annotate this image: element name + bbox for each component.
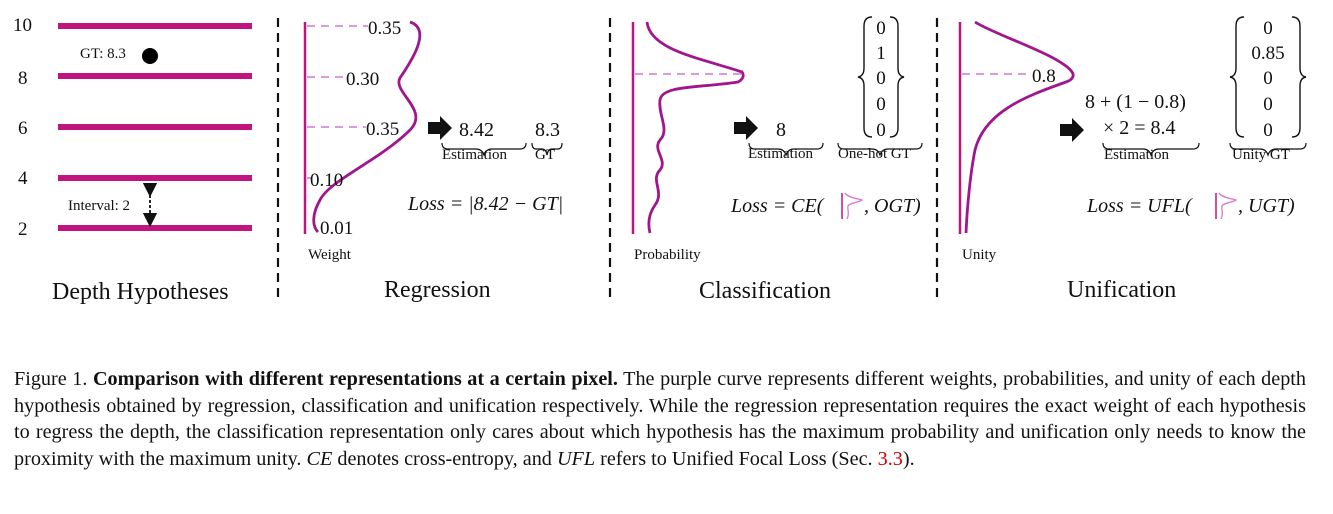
caption-bold-title: Comparison with different representation… [92, 368, 618, 390]
interval-label: Interval: 2 [68, 198, 130, 214]
classification-gt-brace [837, 142, 923, 157]
regression-gt-brace [531, 142, 563, 156]
classification-vector-0: 0 [876, 18, 886, 39]
caption-section-link[interactable]: 3.3 [877, 447, 903, 470]
hypothesis-bar-4 [58, 175, 252, 181]
unification-vector-1: 0.85 [1251, 43, 1284, 64]
unification-loss-prefix: Loss = UFL( [1086, 195, 1193, 217]
unification-vector-4: 0 [1263, 120, 1273, 141]
unification-arrow-icon [1060, 118, 1084, 142]
unification-unity-curve [964, 20, 1075, 234]
depth-tick-4: 4 [18, 168, 28, 189]
depth-hypotheses-panel: 10 8 6 4 2 GT: 8.3 Interval: 2 Depth Hyp… [13, 15, 252, 305]
caption-text-1: The purple curve represents different we… [14, 368, 1307, 470]
regression-gt-label: GT [535, 147, 555, 163]
unification-estimation-label: Estimation [1104, 147, 1169, 163]
caption-ufl-symbol: UFL [556, 447, 596, 470]
regression-value-2: 0.30 [346, 69, 379, 90]
regression-estimation-value: 8.42 [459, 119, 494, 141]
regression-value-4: 0.10 [310, 170, 343, 191]
unification-vector-right-brace [1291, 16, 1307, 138]
unification-loss-curve-icon [1215, 192, 1238, 220]
unification-vector-2: 0 [1263, 68, 1273, 89]
hypothesis-bar-10 [58, 23, 252, 29]
gt-label: GT: 8.3 [80, 46, 126, 62]
figure-caption: Figure 1. Comparison with different repr… [14, 366, 1306, 472]
classification-vector-2: 0 [876, 68, 886, 89]
classification-loss-suffix: , OGT) [864, 195, 921, 217]
depth-tick-8: 8 [18, 68, 28, 89]
classification-loss-curve-icon [841, 192, 864, 220]
regression-estimation-brace [441, 142, 527, 157]
regression-panel: 0.35 0.30 0.35 0.10 0.01 Weight 8.42 8.3… [303, 18, 563, 303]
classification-panel: Probability 8 0 1 0 0 0 Estimation One-h… [631, 16, 923, 304]
regression-axis-label: Weight [308, 247, 352, 263]
unification-estimation-brace [1102, 142, 1200, 157]
classification-vector-right-brace [889, 16, 905, 138]
classification-gt-label: One-hot GT [838, 146, 911, 162]
regression-gt-value: 8.3 [535, 119, 560, 141]
hypothesis-bar-8 [58, 73, 252, 79]
unification-estimation-line-2: × 2 = 8.4 [1103, 117, 1176, 139]
classification-estimation-label: Estimation [748, 146, 813, 162]
regression-value-1: 0.35 [368, 18, 401, 39]
unification-vector-3: 0 [1263, 94, 1273, 115]
classification-vector-1: 1 [876, 43, 886, 64]
classification-estimation-brace [748, 142, 824, 157]
classification-loss-prefix: Loss = CE( [730, 195, 825, 217]
depth-tick-6: 6 [18, 118, 28, 139]
regression-value-5: 0.01 [320, 218, 353, 239]
regression-arrow-icon [428, 116, 452, 140]
hypothesis-bar-2 [58, 225, 252, 231]
classification-probability-curve [645, 21, 745, 234]
classification-estimation-value: 8 [776, 119, 786, 141]
unification-gt-label: Unity GT [1232, 147, 1290, 163]
caption-text-4: ). [902, 447, 915, 470]
caption-text-3: refers to Unified Focal Loss (Sec. [595, 447, 878, 470]
depth-tick-2: 2 [18, 219, 28, 240]
unification-vector-left-brace [1229, 16, 1245, 138]
regression-panel-title: Regression [384, 277, 491, 303]
hypothesis-bar-6 [58, 124, 252, 130]
unification-gt-brace [1229, 142, 1307, 157]
unification-axis-label: Unity [962, 247, 997, 263]
caption-figure-label: Figure 1. [14, 368, 88, 390]
classification-panel-title: Classification [699, 278, 831, 304]
caption-text-2: denotes cross-entropy, and [332, 447, 557, 470]
classification-arrow-icon [734, 116, 758, 140]
unification-peak-value: 0.8 [1032, 66, 1056, 87]
classification-vector-3: 0 [876, 94, 886, 115]
regression-weight-curve [312, 20, 422, 233]
unification-loss-suffix: , UGT) [1238, 195, 1295, 217]
unification-estimation-line-1: 8 + (1 − 0.8) [1085, 91, 1186, 113]
gt-dot [142, 48, 158, 64]
classification-vector-left-brace [857, 16, 873, 138]
regression-value-3: 0.35 [366, 119, 399, 140]
depth-panel-title: Depth Hypotheses [52, 279, 229, 305]
caption-ce-symbol: CE [306, 447, 333, 470]
classification-axis-label: Probability [634, 247, 701, 263]
classification-vector-4: 0 [876, 120, 886, 141]
unification-vector-0: 0 [1263, 18, 1273, 39]
depth-tick-10: 10 [13, 15, 32, 36]
regression-estimation-label: Estimation [442, 147, 507, 163]
figure-1: 10 8 6 4 2 GT: 8.3 Interval: 2 Depth Hyp… [13, 15, 1307, 305]
unification-panel-title: Unification [1067, 277, 1176, 303]
regression-loss: Loss = |8.42 − GT| [407, 193, 563, 215]
unification-panel: 0.8 Unity 8 + (1 − 0.8) × 2 = 8.4 0 0.85… [958, 16, 1307, 303]
